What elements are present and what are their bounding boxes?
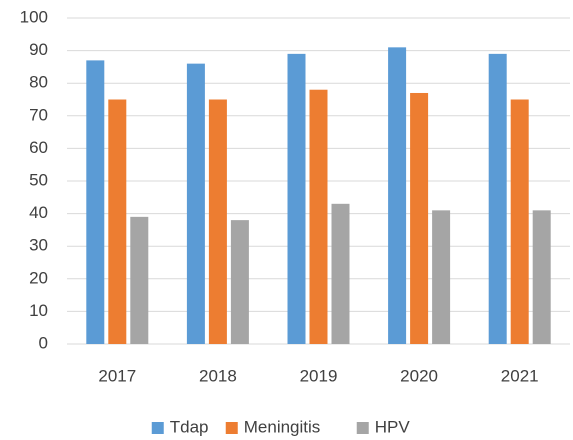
y-tick-label: 80 — [29, 73, 48, 92]
y-tick-label: 20 — [29, 268, 48, 287]
y-tick-label: 60 — [29, 138, 48, 157]
legend-label: Tdap — [170, 417, 209, 436]
bar — [510, 99, 529, 344]
x-tick-label: 2018 — [199, 366, 237, 385]
legend-swatch — [225, 422, 238, 434]
bar — [488, 53, 507, 345]
bar — [108, 99, 127, 344]
y-tick-label: 50 — [29, 170, 48, 189]
x-tick-label: 2020 — [400, 366, 438, 385]
x-tick-label: 2021 — [501, 366, 539, 385]
bar — [309, 89, 328, 344]
legend-swatch — [356, 422, 369, 434]
bar — [186, 63, 205, 344]
legend-swatch — [151, 422, 164, 434]
bar — [86, 60, 105, 344]
bar — [432, 210, 451, 344]
bar — [230, 220, 249, 344]
y-tick-label: 40 — [29, 203, 48, 222]
bar — [287, 53, 306, 345]
x-tick-label: 2017 — [98, 366, 136, 385]
bar — [532, 210, 551, 344]
bar — [410, 92, 429, 344]
y-tick-label: 100 — [20, 7, 48, 26]
bar — [130, 216, 149, 344]
bar — [388, 47, 407, 345]
legend-label: Meningitis — [244, 417, 321, 436]
y-tick-label: 10 — [29, 301, 48, 320]
x-tick-label: 2019 — [300, 366, 338, 385]
y-tick-label: 70 — [29, 105, 48, 124]
bar — [208, 99, 227, 344]
bar — [331, 203, 350, 344]
y-tick-label: 90 — [29, 40, 48, 59]
legend-label: HPV — [375, 417, 411, 436]
y-tick-label: 0 — [39, 333, 48, 352]
y-tick-label: 30 — [29, 236, 48, 255]
